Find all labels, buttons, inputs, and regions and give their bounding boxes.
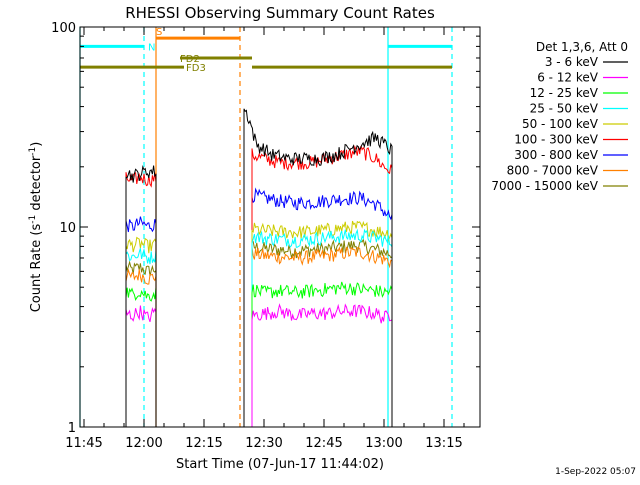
y-axis-title-main: Count Rate (s	[29, 224, 44, 313]
legend-label-8: 7000 - 15000 keV	[491, 179, 598, 193]
flag-label-fd2: FD2	[180, 54, 200, 65]
series-line-2-0	[125, 287, 157, 427]
series-line-1-1	[251, 303, 393, 427]
legend-label-7: 800 - 7000 keV	[507, 164, 599, 178]
legend-label-2: 12 - 25 keV	[530, 86, 599, 100]
series-line-4-0	[125, 236, 157, 427]
series-line-5-1	[251, 144, 393, 427]
x-axis-title: Start Time (07-Jun-17 11:44:02)	[176, 457, 384, 472]
legend-label-5: 100 - 300 keV	[514, 133, 598, 147]
generated-timestamp: 1-Sep-2022 05:07	[555, 467, 636, 477]
y-axis-title-rest: detector	[29, 155, 44, 215]
flag-label-s: S	[156, 27, 162, 38]
x-tick-label-6: 13:15	[425, 436, 462, 451]
series-line-8-0	[125, 260, 157, 427]
flag-label-n: N	[148, 42, 155, 53]
y-axis-title-sup1: -1	[28, 215, 38, 224]
series-line-4-1	[251, 220, 393, 427]
y-axis-title-sup2: -1	[28, 147, 38, 156]
y-tick-label-0: 1	[68, 421, 76, 436]
x-tick-label-3: 12:30	[245, 436, 282, 451]
series-line-0-1	[243, 108, 393, 427]
series-line-3-1	[251, 228, 393, 427]
x-tick-label-5: 13:00	[365, 436, 402, 451]
y-axis-title-close: )	[29, 142, 44, 147]
series-line-6-0	[125, 216, 157, 427]
legend-label-0: 3 - 6 keV	[545, 55, 599, 69]
svg-text:Count Rate (s-1 detector-1): Count Rate (s-1 detector-1)	[28, 142, 44, 313]
x-tick-label-0: 11:45	[65, 436, 102, 451]
series-line-3-0	[125, 247, 157, 427]
legend-label-1: 6 - 12 keV	[537, 71, 599, 85]
legend-title: Det 1,3,6, Att 0	[536, 40, 628, 54]
series-line-7-0	[125, 268, 157, 427]
flag-label-fd3: FD3	[186, 63, 206, 74]
legend-label-4: 50 - 100 keV	[522, 117, 599, 131]
series-line-1-0	[125, 305, 157, 427]
y-tick-label-1: 10	[59, 221, 76, 236]
y-axis-title: Count Rate (s-1 detector-1)	[28, 142, 44, 313]
legend-label-6: 300 - 800 keV	[514, 148, 598, 162]
series-line-8-1	[251, 237, 393, 427]
y-tick-label-2: 100	[51, 21, 76, 36]
series-line-7-1	[251, 246, 393, 427]
series-line-0-0	[125, 164, 157, 427]
series-line-6-1	[251, 187, 393, 427]
x-tick-label-4: 12:45	[305, 436, 342, 451]
legend-label-3: 25 - 50 keV	[530, 102, 599, 116]
series-line-2-1	[251, 281, 393, 427]
x-tick-label-1: 12:00	[125, 436, 162, 451]
x-tick-label-2: 12:15	[185, 436, 222, 451]
chart-title: RHESSI Observing Summary Count Rates	[125, 4, 435, 22]
